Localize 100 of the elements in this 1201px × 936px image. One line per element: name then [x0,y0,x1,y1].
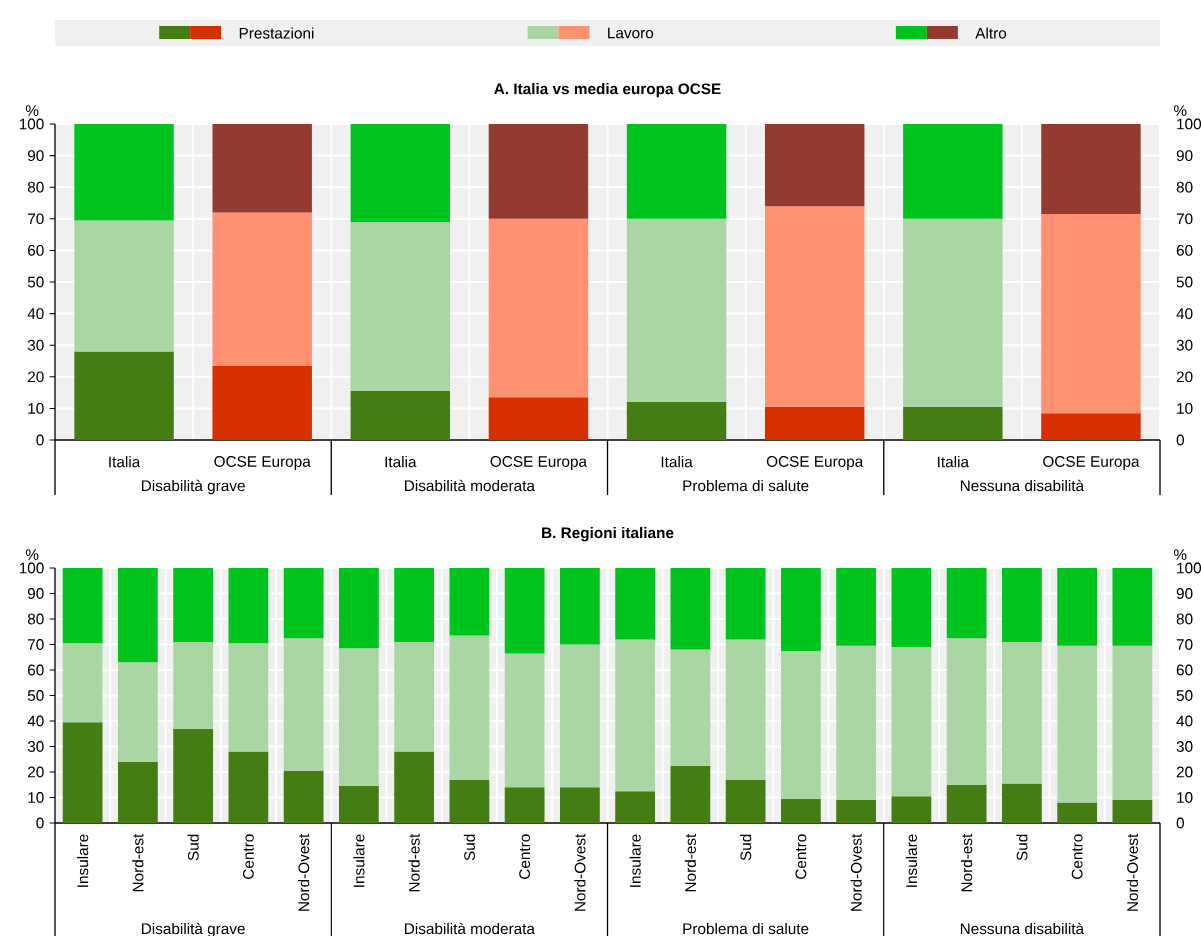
bar [62,722,103,824]
bar [1002,641,1042,784]
x-tick-label: Centro [242,834,254,879]
x-tick-label: Insulare [629,834,641,887]
bar [228,568,269,644]
y-tick-label: 90 [27,588,44,599]
y2-tick-label: 0 [1176,817,1184,829]
bar [764,124,865,207]
y-tick-label: 90 [27,150,44,162]
x-tick-label: Insulare [353,834,365,887]
bar [62,643,103,723]
y-tick-label: 50 [27,690,44,701]
y2-tick-label: 80 [1176,181,1193,193]
bar [891,568,932,648]
bar [559,787,600,824]
x-tick-label: OCSE Europa [214,456,311,470]
x-tick-label: Nord-Ovest [850,833,862,911]
x-tick-label: Sud [463,834,476,861]
y2-tick-label: 20 [1176,371,1193,383]
bar [117,568,158,663]
bar [74,220,174,352]
bar [1112,645,1153,801]
bar [283,568,324,639]
y2-tick-label: 60 [1176,244,1193,256]
bar [615,639,656,792]
y2-tick-label: 50 [1176,276,1193,288]
text: Disabilità moderata [405,922,535,935]
legend-label: Altro [975,27,1007,39]
bar [626,402,727,441]
legend-label: Prestazioni [239,27,314,39]
bar [449,779,490,824]
y-tick-label: 100 [19,562,44,574]
y-tick-label: 0 [36,434,44,446]
bar [891,796,932,824]
bar [338,568,379,649]
bar [504,568,545,654]
y2-tick-label: 40 [1176,308,1193,320]
y-tick-label: 30 [27,741,44,752]
bar [488,124,589,219]
y-axis-title: % [25,549,39,560]
y-tick-label: 20 [28,766,44,778]
y2-tick-label: 20 [1176,766,1193,778]
bar [1002,783,1042,824]
y-tick-label: 100 [19,118,44,130]
bar [725,568,766,640]
x-tick-label: Centro [1071,834,1083,879]
text: Disabilità moderata [405,479,535,492]
bar [338,648,379,787]
y-tick-label: 80 [27,181,44,193]
chart-title: B. Regioni italiane [542,526,674,542]
legend-label: Lavoro [608,27,654,39]
y-tick-label: 40 [27,715,44,727]
y2-tick-label: 30 [1176,741,1193,752]
y-tick-label: 40 [27,308,44,320]
bar [1041,214,1141,414]
bar [615,568,656,640]
bar [780,650,821,799]
bar [74,351,174,441]
bar [283,770,324,824]
bar [1041,413,1141,441]
x-tick-label: OCSE Europa [490,456,588,470]
bar [394,751,435,824]
y2-tick-label: 70 [1176,639,1193,650]
bar [488,397,589,441]
bar [117,662,158,762]
y2-tick-label: 90 [1176,588,1193,599]
bar [946,568,987,639]
x-tick-label: OCSE Europa [766,456,864,470]
bar [350,124,451,222]
x-tick-label: Centro [519,834,531,879]
bar [350,221,451,392]
y2-tick-label: 100 [1177,562,1201,574]
bar [488,218,589,398]
bar [903,124,1003,219]
bar [1112,568,1153,646]
y2-tick-label: 100 [1177,118,1201,130]
bar [836,800,877,824]
y-tick-label: 70 [28,639,44,650]
y-tick-label: 50 [27,276,44,288]
x-tick-label: Nord-est [961,833,973,892]
bar [615,791,656,824]
x-tick-label: Insulare [905,834,918,887]
bar [1002,568,1042,642]
bar [212,365,312,441]
bar [903,218,1003,407]
bar [1057,568,1098,646]
y-axis-title: % [25,105,39,116]
bar [670,649,711,766]
x-tick-label: Nord-Ovest [1126,833,1139,911]
bar [228,643,269,752]
bar [836,645,877,801]
bar [1112,800,1153,824]
bar [173,728,214,824]
text: Disabilità grave [141,479,245,495]
x-tick-label: OCSE Europa [1043,456,1140,470]
bar [670,568,711,650]
text: Problema di salute [683,479,809,492]
bar [559,644,600,788]
y2-axis-title: % [1173,105,1187,116]
bar [670,765,711,824]
